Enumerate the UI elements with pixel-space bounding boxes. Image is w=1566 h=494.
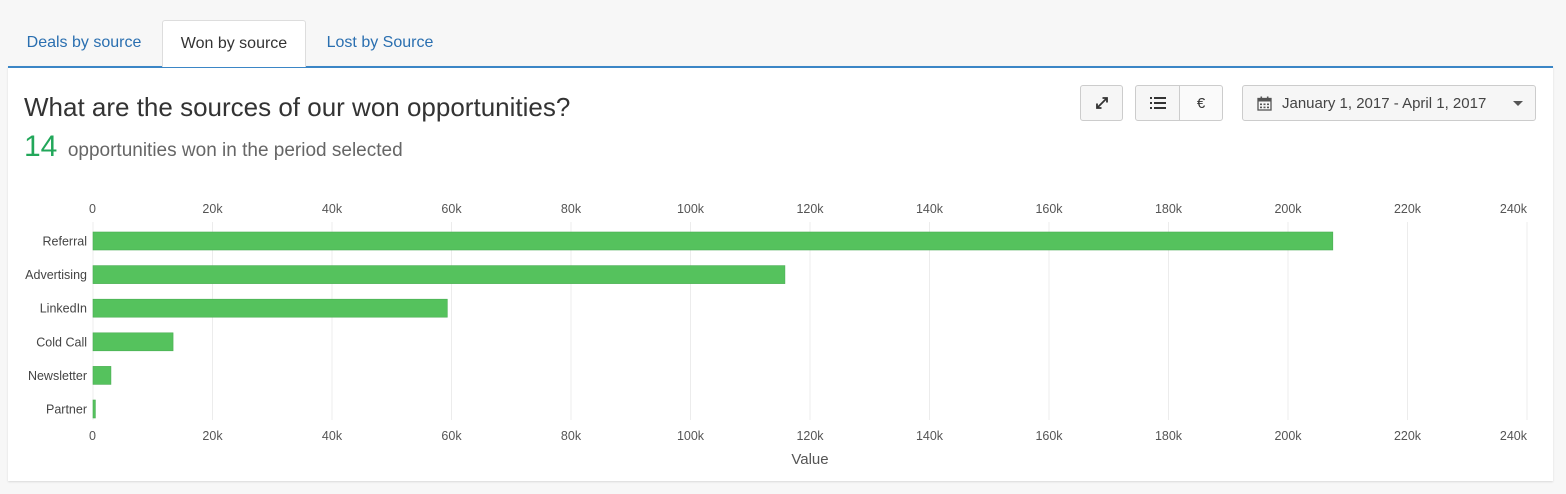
x-tick-label-bottom: 160k <box>1035 429 1063 443</box>
x-axis-title: Value <box>791 451 828 468</box>
x-tick-label-top: 200k <box>1274 202 1302 216</box>
bar <box>92 298 448 318</box>
x-tick-label-bottom: 220k <box>1394 429 1422 443</box>
tab-lost-by-source[interactable]: Lost by Source <box>326 34 434 51</box>
view-toggle-group: € <box>1135 85 1223 121</box>
x-tick-label-top: 0 <box>89 202 96 216</box>
caret-down-icon <box>1513 101 1523 106</box>
x-tick-label-top: 240k <box>1500 202 1528 216</box>
tab-deals-by-source[interactable]: Deals by source <box>26 34 142 51</box>
bar <box>92 366 112 385</box>
list-view-button[interactable] <box>1135 85 1180 121</box>
expand-icon <box>1095 97 1108 109</box>
summary-text: opportunities won in the period selected <box>67 140 403 161</box>
x-tick-label-top: 120k <box>796 202 824 216</box>
date-range-label: January 1, 2017 - April 1, 2017 <box>1282 94 1487 112</box>
x-tick-label-bottom: 180k <box>1155 429 1183 443</box>
x-tick-label-top: 180k <box>1155 202 1183 216</box>
date-range-picker[interactable]: January 1, 2017 - April 1, 2017 <box>1242 85 1536 121</box>
currency-button[interactable]: € <box>1179 85 1223 121</box>
y-category-label: Cold Call <box>36 335 87 349</box>
x-tick-label-top: 60k <box>441 202 462 216</box>
x-tick-label-top: 80k <box>561 202 582 216</box>
summary: 14 opportunities won in the period selec… <box>24 130 403 164</box>
x-tick-label-bottom: 80k <box>561 429 582 443</box>
x-tick-label-bottom: 200k <box>1274 429 1302 443</box>
expand-button[interactable] <box>1080 85 1123 121</box>
list-icon <box>1149 97 1166 109</box>
x-tick-label-bottom: 0 <box>89 429 96 443</box>
x-tick-label-top: 40k <box>322 202 343 216</box>
y-category-label: LinkedIn <box>40 302 87 316</box>
x-tick-label-top: 100k <box>677 202 705 216</box>
x-tick-label-bottom: 240k <box>1500 429 1528 443</box>
y-category-label: Newsletter <box>28 369 87 383</box>
y-category-label: Advertising <box>25 268 87 282</box>
x-tick-label-top: 160k <box>1035 202 1063 216</box>
tab-bar: Deals by source Won by source Lost by So… <box>8 20 1554 67</box>
x-tick-label-top: 140k <box>916 202 944 216</box>
x-tick-label-bottom: 140k <box>916 429 944 443</box>
calendar-icon <box>1257 96 1272 111</box>
bar <box>92 231 1334 251</box>
x-tick-label-bottom: 60k <box>441 429 462 443</box>
x-tick-label-bottom: 120k <box>796 429 824 443</box>
bar <box>92 332 174 352</box>
page-title: What are the sources of our won opportun… <box>24 92 571 122</box>
bar <box>92 265 786 284</box>
x-tick-label-top: 220k <box>1394 202 1422 216</box>
y-category-label: Partner <box>46 403 87 417</box>
x-tick-label-bottom: 40k <box>322 429 343 443</box>
currency-label: € <box>1196 94 1206 112</box>
tab-won-by-source[interactable]: Won by source <box>162 20 306 67</box>
won-count: 14 <box>24 130 58 163</box>
bar <box>92 399 96 419</box>
y-category-label: Referral <box>43 235 87 249</box>
x-tick-label-bottom: 20k <box>202 429 223 443</box>
x-tick-label-bottom: 100k <box>677 429 705 443</box>
x-tick-label-top: 20k <box>202 202 223 216</box>
